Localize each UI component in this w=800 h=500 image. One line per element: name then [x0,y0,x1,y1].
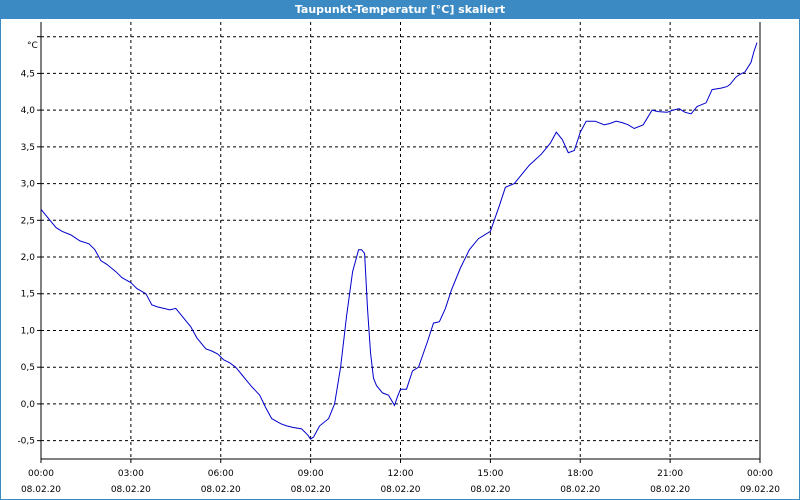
x-tick-date-label: 08.02.20 [291,485,331,495]
axes [37,22,761,463]
y-tick-label: 2,0 [21,253,36,263]
y-tick-label: 1,0 [21,326,36,336]
grid [41,22,760,459]
y-tick-label: 3,0 [21,180,36,190]
x-tick-time-label: 09:00 [298,469,324,479]
x-tick-time-label: 03:00 [118,469,144,479]
x-tick-date-label: 08.02.20 [650,485,690,495]
x-tick-time-label: 21:00 [657,469,683,479]
x-tick-time-label: 06:00 [208,469,234,479]
y-tick-label: 4,5 [21,69,35,79]
dewpoint-chart: °C -0,5 0,0 0,5 1,0 1,5 2,0 2,5 3,0 3,5 4,0 4,5 00… [17,22,780,495]
x-tick-date-label: 08.02.20 [560,485,600,495]
x-tick-date-label: 08.02.20 [201,485,241,495]
x-tick-date-label: 09.02.20 [740,485,780,495]
y-tick-label: 2,5 [21,216,35,226]
x-tick-date-label: 08.02.20 [111,485,151,495]
y-tick-label: 1,5 [21,290,35,300]
x-tick-date-label: 08.02.20 [380,485,420,495]
x-tick-labels: 00:00 08.02.20 03:00 08.02.20 06:00 08.02.20 0… [21,469,780,495]
x-tick-time-label: 12:00 [388,469,414,479]
x-tick-time-label: 15:00 [477,469,503,479]
x-tick-date-label: 08.02.20 [21,485,61,495]
y-tick-label: 0,5 [21,363,35,373]
chart-title: Taupunkt-Temperatur [°C] skaliert [1,1,799,19]
y-tick-label: 0,0 [21,400,36,410]
x-tick-time-label: 00:00 [747,469,773,479]
y-tick-label: 4,0 [21,106,36,116]
y-tick-label: -0,5 [17,437,35,447]
dewpoint-series-line [40,42,758,440]
y-tick-label: 3,5 [21,143,35,153]
y-tick-labels: -0,5 0,0 0,5 1,0 1,5 2,0 2,5 3,0 3,5 4,0 4,5 [17,69,35,446]
y-axis-unit-label: °C [27,41,38,51]
x-tick-time-label: 00:00 [28,469,54,479]
x-tick-date-label: 08.02.20 [470,485,510,495]
x-tick-time-label: 18:00 [567,469,593,479]
